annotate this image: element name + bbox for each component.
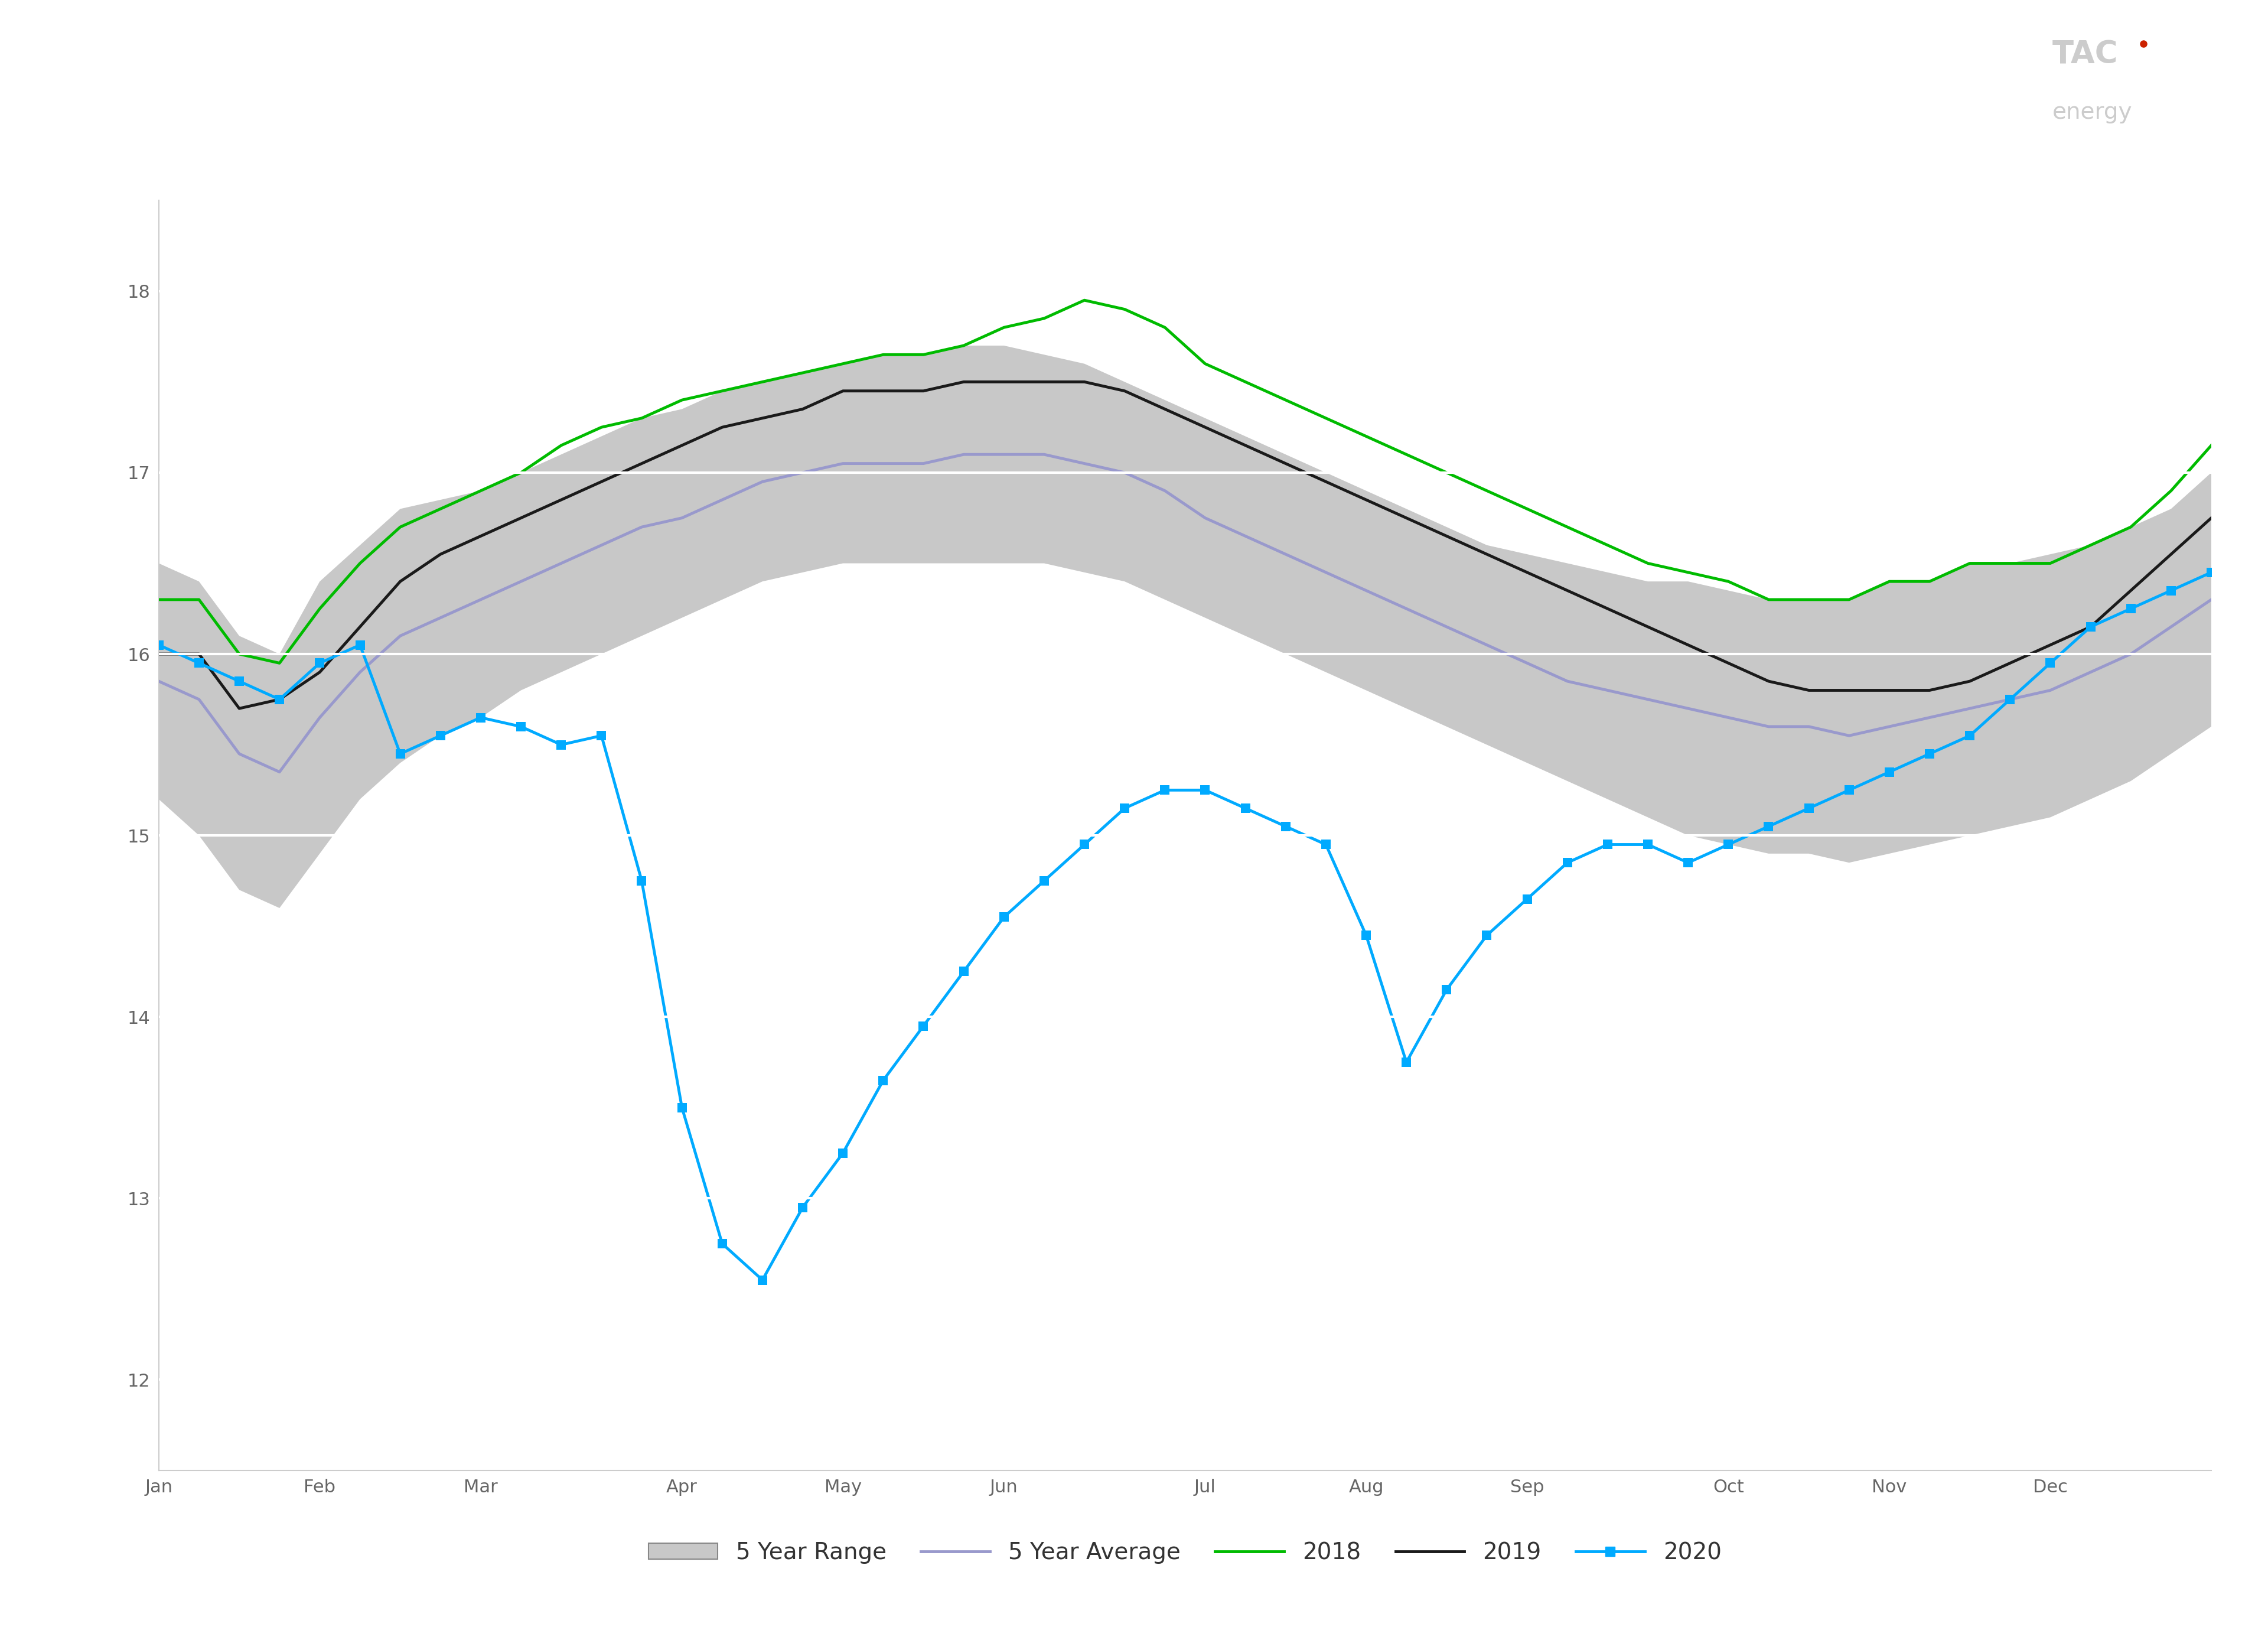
Text: energy: energy [2053,102,2132,123]
Text: TAC: TAC [2053,39,2118,71]
Legend: 5 Year Range, 5 Year Average, 2018, 2019, 2020: 5 Year Range, 5 Year Average, 2018, 2019… [640,1533,1730,1574]
Text: Refinery  Thruput  TOTAL  US: Refinery Thruput TOTAL US [848,62,1420,100]
